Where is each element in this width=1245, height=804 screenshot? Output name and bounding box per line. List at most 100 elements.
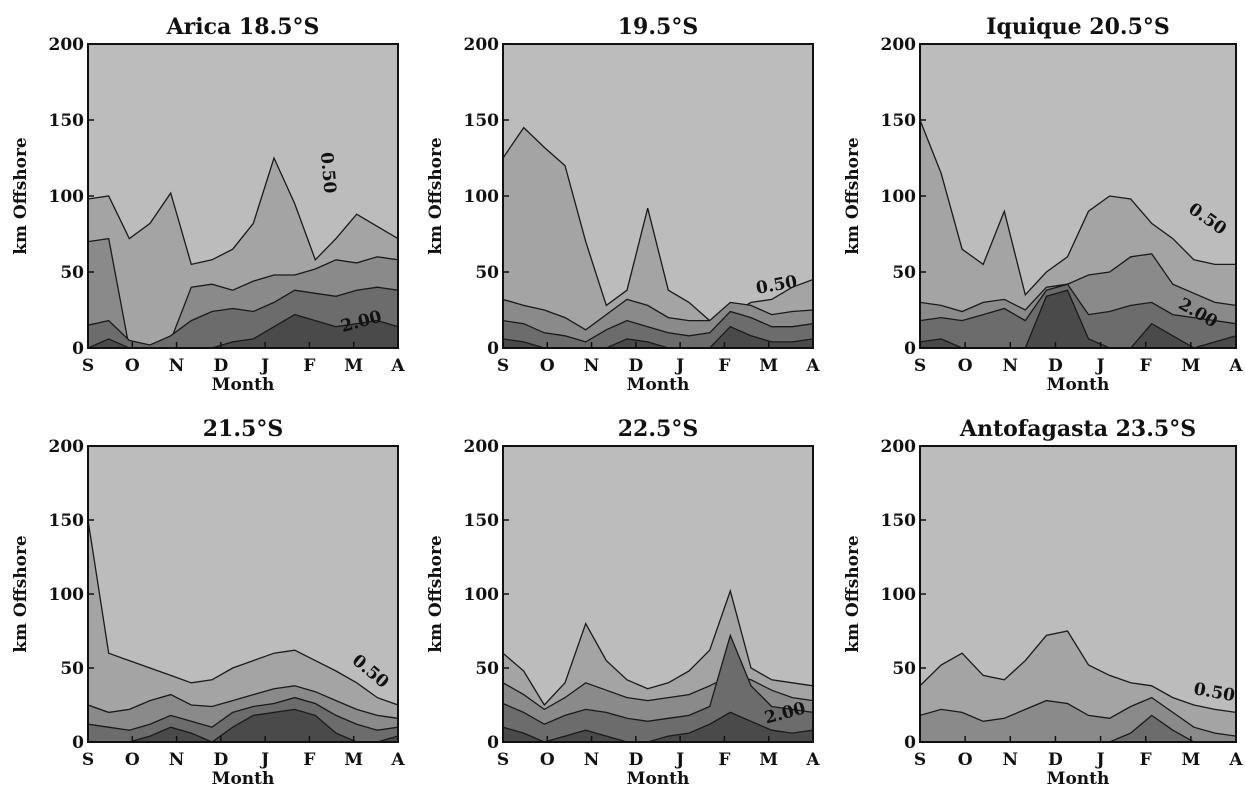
panel-title: Iquique 20.5°S [986, 14, 1170, 40]
x-tick-label: N [1003, 356, 1019, 376]
x-axis-label: Month [627, 769, 690, 789]
x-tick-label: D [213, 750, 228, 770]
x-tick-label: S [497, 750, 509, 770]
x-axis-label: Month [1047, 375, 1110, 395]
y-tick-label: 0 [72, 733, 84, 753]
contour-band [88, 519, 398, 742]
x-tick-label: O [540, 750, 555, 770]
contour-band [88, 313, 398, 348]
y-axis-label: km Offshore [426, 535, 446, 653]
y-tick-label: 0 [904, 339, 916, 359]
y-tick-label: 50 [60, 263, 84, 283]
x-tick-label: D [213, 356, 228, 376]
x-tick-label: J [1095, 750, 1105, 770]
y-tick-label: 150 [49, 511, 85, 531]
y-tick-label: 200 [464, 35, 500, 55]
panel-title: 21.5°S [203, 416, 283, 442]
y-tick-label: 100 [464, 187, 500, 207]
panel-5: 22.5°S 0 50 100 150 200 S O N D J F M A Month km Offsho… [426, 416, 820, 789]
y-axis-label: km Offshore [843, 137, 863, 255]
x-axis-label: Month [212, 769, 275, 789]
x-tick-label: A [805, 356, 820, 376]
x-tick-label: F [718, 356, 730, 376]
x-tick-label: O [958, 750, 973, 770]
y-tick-label: 100 [49, 187, 85, 207]
panel-1: Arica 18.5°S 0 50 100 150 200 S O N D J F M A Month km … [11, 14, 405, 395]
contour-band [503, 126, 813, 348]
x-axis-label: Month [627, 375, 690, 395]
x-tick-label: F [1140, 356, 1152, 376]
x-tick-label: M [344, 750, 363, 770]
x-axis-label: Month [212, 375, 275, 395]
x-tick-label: J [259, 356, 269, 376]
x-tick-label: A [390, 356, 405, 376]
y-tick-label: 150 [49, 111, 85, 131]
y-tick-label: 100 [881, 187, 917, 207]
y-tick-label: 0 [487, 733, 499, 753]
panel-title: Arica 18.5°S [166, 14, 320, 40]
x-tick-label: A [1228, 356, 1243, 376]
x-tick-label: D [1048, 750, 1063, 770]
x-tick-label: F [303, 356, 315, 376]
y-tick-label: 50 [892, 263, 916, 283]
x-tick-label: D [628, 750, 643, 770]
y-tick-label: 50 [475, 659, 499, 679]
x-tick-label: S [914, 356, 926, 376]
y-tick-label: 100 [464, 585, 500, 605]
y-tick-label: 50 [892, 659, 916, 679]
y-axis-label: km Offshore [11, 535, 31, 653]
y-tick-label: 0 [72, 339, 84, 359]
plot-area [503, 44, 813, 348]
x-tick-label: F [718, 750, 730, 770]
y-tick-label: 0 [487, 339, 499, 359]
contour-band [920, 446, 1236, 742]
contour-band [920, 289, 1236, 348]
x-tick-label: O [958, 356, 973, 376]
y-tick-label: 200 [881, 35, 917, 55]
panel-title: Antofagasta 23.5°S [959, 416, 1196, 442]
x-tick-label: M [344, 356, 363, 376]
x-tick-label: F [303, 750, 315, 770]
panel-title: 19.5°S [618, 14, 698, 40]
x-tick-label: N [1003, 750, 1019, 770]
y-tick-label: 150 [881, 511, 917, 531]
x-tick-label: J [674, 356, 684, 376]
x-tick-label: M [759, 356, 778, 376]
panel-title: 22.5°S [618, 416, 698, 442]
x-tick-label: O [540, 356, 555, 376]
y-tick-label: 200 [881, 437, 917, 457]
x-tick-label: S [82, 356, 94, 376]
contour-band [920, 714, 1236, 742]
contour-band [503, 711, 813, 742]
contour-label: 0.50 [316, 151, 340, 194]
plot-area [88, 44, 398, 348]
x-tick-label: N [169, 750, 185, 770]
y-tick-label: 50 [60, 659, 84, 679]
x-tick-label: M [1181, 356, 1200, 376]
x-tick-label: A [805, 750, 820, 770]
panel-4: 21.5°S 0 50 100 150 200 S O N D J F M A Month km Offsho… [11, 416, 405, 789]
x-tick-label: J [1095, 356, 1105, 376]
x-tick-label: D [1048, 356, 1063, 376]
y-tick-label: 150 [464, 111, 500, 131]
y-tick-label: 0 [904, 733, 916, 753]
y-tick-label: 200 [464, 437, 500, 457]
plot-area [920, 44, 1236, 348]
y-tick-label: 150 [464, 511, 500, 531]
plot-area [920, 446, 1236, 742]
y-tick-label: 50 [475, 263, 499, 283]
y-tick-label: 100 [49, 585, 85, 605]
x-tick-label: S [82, 750, 94, 770]
x-tick-label: D [628, 356, 643, 376]
x-tick-label: F [1140, 750, 1152, 770]
x-tick-label: N [169, 356, 185, 376]
y-tick-label: 200 [49, 35, 85, 55]
x-tick-label: J [674, 750, 684, 770]
y-axis-label: km Offshore [426, 137, 446, 255]
y-axis-label: km Offshore [843, 535, 863, 653]
x-tick-label: S [497, 356, 509, 376]
x-tick-label: N [584, 750, 600, 770]
x-tick-label: O [125, 750, 140, 770]
x-axis-label: Month [1047, 769, 1110, 789]
